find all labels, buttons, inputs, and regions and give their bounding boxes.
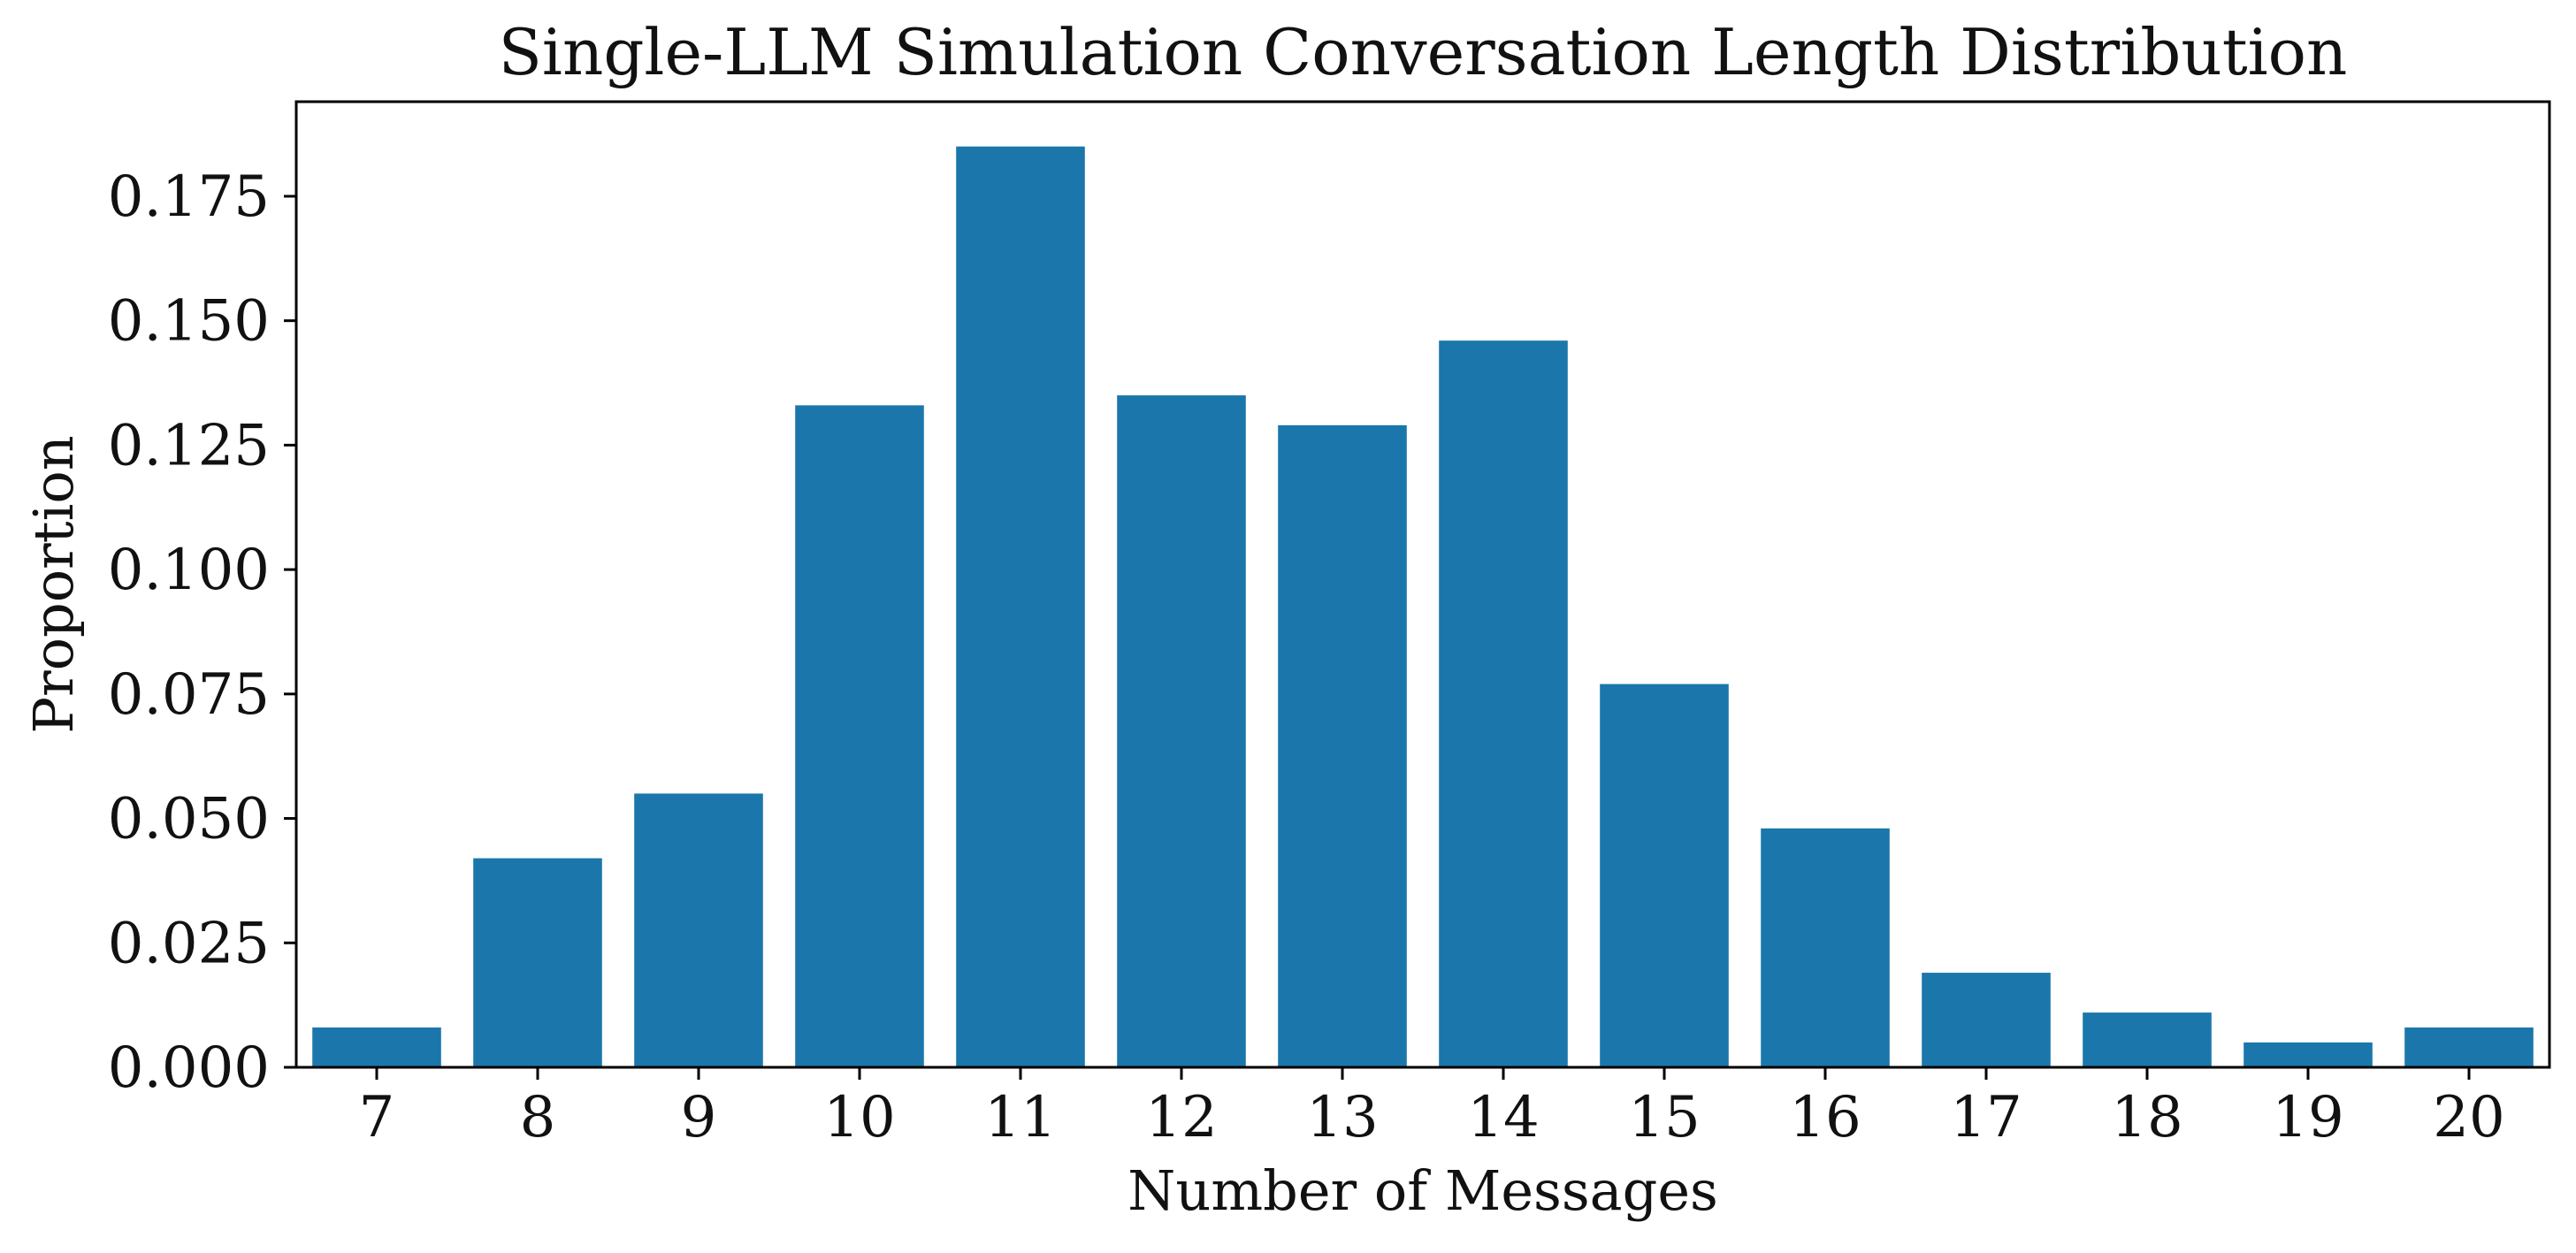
x-tick-label: 8 <box>520 1085 556 1150</box>
y-tick-label: 0.100 <box>108 538 270 603</box>
bar-10 <box>795 405 924 1067</box>
bar-14 <box>1439 340 1568 1068</box>
bar-20 <box>2404 1027 2534 1067</box>
x-tick-label: 14 <box>1467 1085 1539 1150</box>
x-tick-label: 13 <box>1306 1085 1378 1150</box>
y-tick-label: 0.050 <box>108 787 270 852</box>
x-tick-label: 20 <box>2433 1085 2504 1150</box>
x-tick-label: 10 <box>823 1085 895 1150</box>
y-tick-label: 0.150 <box>108 289 270 355</box>
bar-19 <box>2243 1042 2373 1067</box>
bar-12 <box>1117 395 1246 1067</box>
x-tick-label: 16 <box>1789 1085 1861 1150</box>
x-tick-label: 18 <box>2111 1085 2182 1150</box>
bar-13 <box>1278 424 1407 1067</box>
y-tick-label: 0.125 <box>108 413 270 478</box>
bar-11 <box>956 146 1085 1067</box>
x-axis-label: Number of Messages <box>1127 1158 1718 1223</box>
chart-title: Single-LLM Simulation Conversation Lengt… <box>499 15 2348 89</box>
bar-9 <box>634 793 763 1067</box>
bar-8 <box>473 858 602 1067</box>
y-tick-label: 0.000 <box>108 1035 270 1101</box>
y-tick-label: 0.075 <box>108 662 270 728</box>
x-tick-label: 11 <box>984 1085 1056 1150</box>
x-tick-label: 19 <box>2272 1085 2343 1150</box>
y-axis: 0.000 0.025 0.050 0.075 0.100 0.125 0.150 0.175 <box>108 164 296 1101</box>
y-tick-label: 0.175 <box>108 164 270 230</box>
bar-17 <box>1922 973 2051 1067</box>
x-tick-label: 15 <box>1628 1085 1700 1150</box>
x-tick-label: 12 <box>1145 1085 1217 1150</box>
bar-18 <box>2083 1012 2212 1067</box>
plot-frame <box>294 100 2551 1069</box>
y-axis-label: Proportion <box>21 435 86 733</box>
bar-15 <box>1600 684 1729 1067</box>
bar-7 <box>312 1027 441 1067</box>
x-axis: 7 8 9 10 11 12 13 14 15 16 17 18 19 20 <box>359 1067 2505 1150</box>
bars <box>312 146 2534 1068</box>
x-tick-label: 17 <box>1950 1085 2022 1150</box>
bar-16 <box>1761 828 1890 1067</box>
x-tick-label: 9 <box>681 1085 717 1150</box>
x-tick-label: 7 <box>359 1085 395 1150</box>
y-tick-label: 0.025 <box>108 911 270 976</box>
